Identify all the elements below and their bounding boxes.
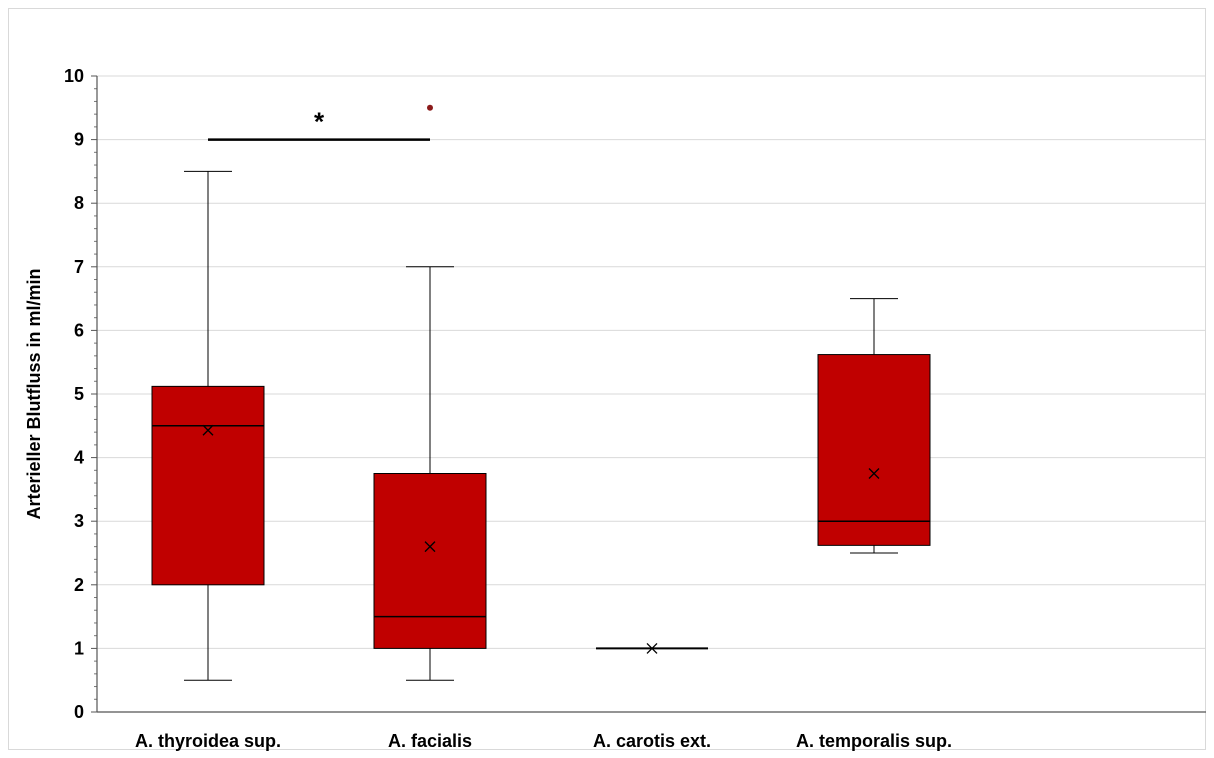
y-tick-label: 7 <box>74 257 84 277</box>
gridlines <box>97 75 1206 649</box>
significance-asterisk: * <box>314 107 325 137</box>
mean-marker <box>202 424 214 436</box>
box-iqr <box>817 354 931 546</box>
x-category-label: A. facialis <box>388 731 472 751</box>
y-tick-labels: 0 1 2 3 4 5 6 7 8 9 10 <box>64 66 84 722</box>
box-iqr <box>373 473 487 649</box>
boxes <box>151 104 931 681</box>
y-tick-label: 8 <box>74 193 84 213</box>
box-group <box>373 104 487 681</box>
mean-marker <box>868 468 880 479</box>
x-category-label: A. temporalis sup. <box>796 731 952 751</box>
y-tick-label: 2 <box>74 575 84 595</box>
y-tick-label: 1 <box>74 638 84 658</box>
axes <box>91 75 1206 713</box>
box-group <box>596 642 708 654</box>
box-iqr <box>151 385 265 586</box>
y-tick-label: 5 <box>74 384 84 404</box>
y-tick-label: 4 <box>74 448 84 468</box>
chart-frame <box>8 8 1206 750</box>
y-tick-label: 10 <box>64 66 84 86</box>
box-group <box>151 170 265 681</box>
x-category-label: A. carotis ext. <box>593 731 711 751</box>
y-axis-title: Arterieller Blutfluss in ml/min <box>24 268 44 519</box>
y-tick-label: 9 <box>74 130 84 150</box>
mean-marker <box>646 642 658 654</box>
outlier-point <box>427 104 433 111</box>
y-tick-label: 6 <box>74 320 84 340</box>
y-tick-label: 3 <box>74 511 84 531</box>
x-category-labels: A. thyroidea sup. A. facialis A. carotis e… <box>135 731 952 751</box>
mean-marker <box>424 541 436 553</box>
x-category-label: A. thyroidea sup. <box>135 731 281 751</box>
significance-marker: * <box>208 107 430 141</box>
y-tick-label: 0 <box>74 702 84 722</box>
box-group <box>817 298 931 554</box>
